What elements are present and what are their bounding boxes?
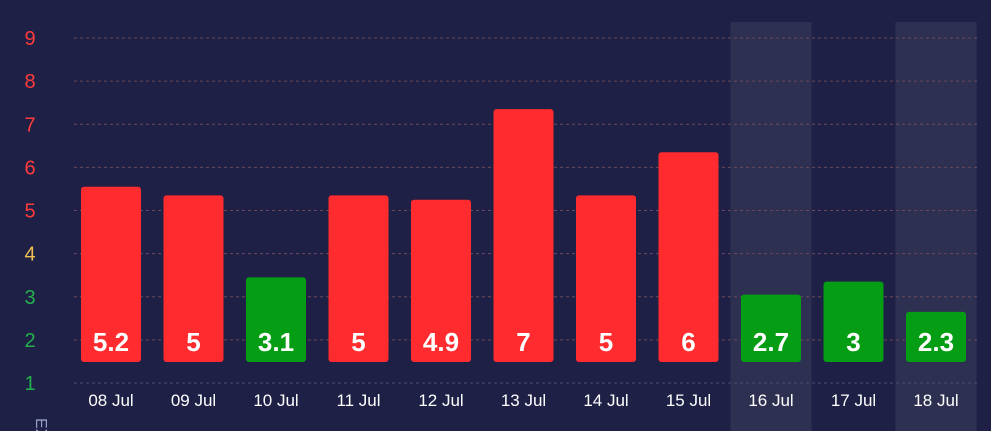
bar	[823, 281, 884, 362]
x-tick-label: 14 Jul	[583, 391, 628, 410]
bars	[81, 109, 966, 362]
value-label: 7	[516, 327, 530, 357]
highlight-bands	[730, 22, 977, 431]
bar	[328, 195, 389, 362]
y-tick-label: 1	[24, 373, 35, 395]
y-tick-label: 4	[24, 244, 35, 266]
y-tick-label: 9	[24, 28, 35, 50]
y-axis-label: EX	[32, 418, 49, 431]
x-tick-label: 11 Jul	[336, 391, 380, 410]
bar	[576, 195, 636, 362]
bar	[741, 294, 801, 362]
value-label: 3.1	[258, 327, 294, 357]
y-tick-label: 6	[24, 157, 35, 179]
y-tick-label: 2	[24, 330, 35, 352]
x-tick-label: 08 Jul	[88, 391, 133, 410]
x-tick-label: 12 Jul	[418, 391, 463, 410]
value-label: 2.3	[918, 327, 954, 357]
bar	[411, 199, 471, 362]
value-labels: 5.2 5 3.1 5 4.9 7 5 6 2.7 3 2.3	[93, 327, 954, 357]
bar	[906, 311, 966, 362]
x-tick-label: 13 Jul	[501, 391, 546, 410]
y-axis-ticks: 1 2 3 4 5 6 7 8 9	[24, 28, 35, 395]
value-label: 5	[351, 327, 365, 357]
value-label: 5	[599, 327, 613, 357]
value-label: 2.7	[753, 327, 789, 357]
bar	[163, 195, 224, 362]
highlight-band	[895, 22, 977, 431]
value-label: 6	[681, 327, 695, 357]
bar	[493, 109, 554, 362]
bar	[81, 186, 141, 362]
x-axis-ticks: 08 Jul 09 Jul 10 Jul 11 Jul 12 Jul 13 Jul 14 J…	[88, 391, 958, 410]
bar	[246, 277, 306, 362]
y-tick-label: 7	[24, 114, 35, 136]
x-tick-label: 15 Jul	[666, 391, 711, 410]
x-tick-label: 10 Jul	[253, 391, 298, 410]
y-tick-label: 3	[24, 287, 35, 309]
x-tick-label: 16 Jul	[748, 391, 793, 410]
x-tick-label: 17 Jul	[831, 391, 876, 410]
x-tick-label: 18 Jul	[913, 391, 958, 410]
x-tick-label: 09 Jul	[171, 391, 216, 410]
highlight-band	[730, 22, 812, 431]
y-tick-label: 5	[24, 201, 35, 223]
y-tick-label: 8	[24, 71, 35, 93]
value-label: 4.9	[423, 327, 459, 357]
value-label: 5.2	[93, 327, 129, 357]
value-label: 5	[186, 327, 200, 357]
bar	[658, 152, 719, 362]
value-label: 3	[846, 327, 860, 357]
